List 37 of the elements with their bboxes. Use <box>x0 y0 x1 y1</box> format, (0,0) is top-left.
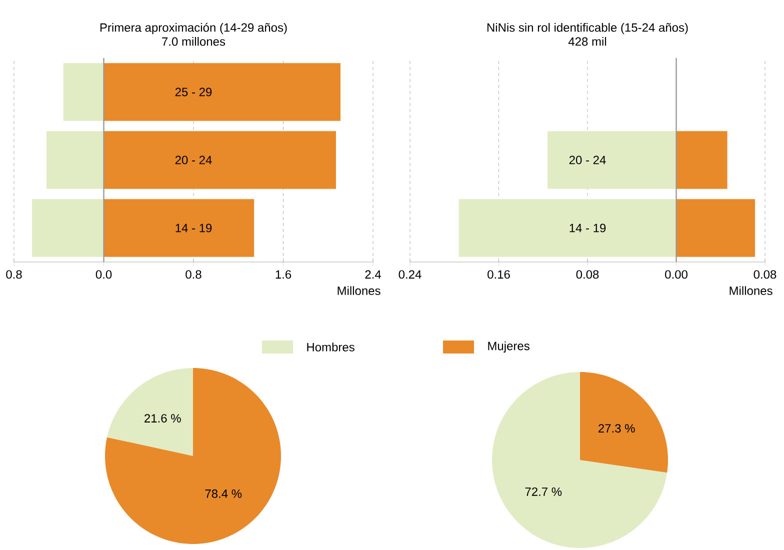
data-label: 72.7 % <box>525 487 562 496</box>
x-tick-label: 0.8 <box>6 270 22 279</box>
bar <box>548 131 676 189</box>
chart-subtitle: 7.0 millones <box>162 36 226 46</box>
x-tick-label: 0.08 <box>754 270 776 279</box>
bar <box>63 63 104 121</box>
data-label: 27.3 % <box>598 424 635 433</box>
x-tick-label: 2.4 <box>365 270 381 279</box>
bar <box>104 63 340 121</box>
x-axis-title: Millones <box>338 286 380 295</box>
chart-title: NiNis sin rol identificable (15-24 años) <box>487 22 688 34</box>
y-tick-label: 20 - 24 <box>175 156 212 164</box>
bar <box>104 131 336 189</box>
data-label: 78.4 % <box>205 489 242 498</box>
y-tick-label: 25 - 29 <box>175 88 212 96</box>
x-tick-label: 1.6 <box>276 270 292 279</box>
x-tick-label: 0.00 <box>665 270 688 279</box>
legend-label: Hombres <box>307 342 354 352</box>
data-label: 21.6 % <box>144 414 181 423</box>
x-tick-label: 0.0 <box>96 270 112 279</box>
bar <box>46 131 104 189</box>
chart-title: Primera aproximación (14-29 años) <box>100 22 287 34</box>
bar <box>104 199 254 257</box>
x-tick-label: 0.08 <box>576 270 599 279</box>
x-tick-label: 0.24 <box>398 270 422 279</box>
y-tick-label: 14 - 19 <box>176 224 212 232</box>
bar <box>32 199 104 257</box>
x-tick-label: 0.8 <box>186 270 202 279</box>
y-tick-label: 14 - 19 <box>570 224 606 232</box>
bar <box>676 131 728 189</box>
x-axis-title: Millones <box>730 286 772 295</box>
legend-label: Mujeres <box>488 341 530 353</box>
chart-subtitle: 428 mil <box>568 36 606 46</box>
bar <box>458 199 676 257</box>
bar <box>676 199 756 257</box>
y-tick-label: 20 - 24 <box>569 156 606 164</box>
x-tick-label: 0.16 <box>488 270 510 279</box>
